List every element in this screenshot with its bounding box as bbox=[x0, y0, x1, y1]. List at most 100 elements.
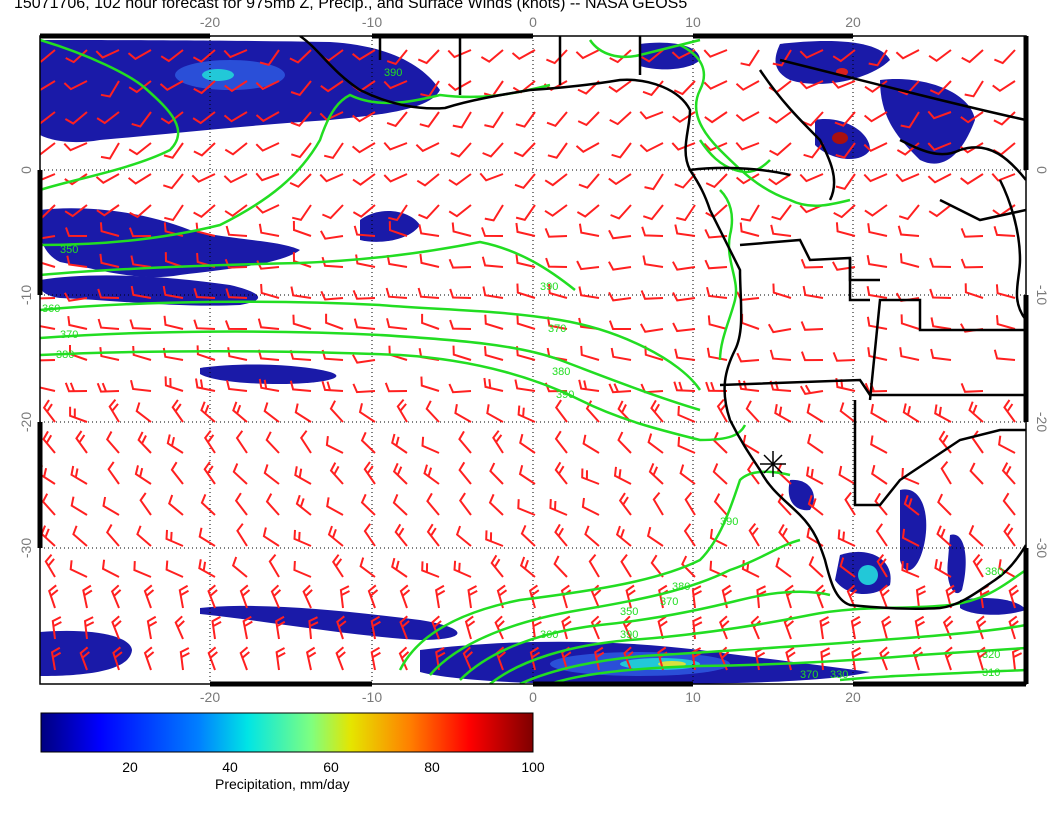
wind-barb bbox=[191, 173, 216, 183]
wind-barb bbox=[203, 430, 216, 454]
wind-barb bbox=[719, 615, 730, 640]
wind-barb bbox=[673, 80, 696, 96]
wind-barb bbox=[99, 346, 120, 361]
wind-barb bbox=[193, 288, 216, 299]
wind-barb bbox=[203, 461, 216, 485]
wind-barb bbox=[292, 314, 312, 330]
wind-barb bbox=[417, 49, 440, 65]
wind-barb bbox=[383, 141, 408, 151]
wind-barb bbox=[467, 585, 478, 609]
wind-barb bbox=[581, 468, 600, 485]
wind-barb bbox=[211, 616, 222, 640]
tick-label: 10 bbox=[685, 689, 701, 705]
wind-barb bbox=[483, 80, 504, 97]
wind-barb bbox=[447, 80, 472, 92]
wind-barb bbox=[435, 647, 446, 671]
wind-barb bbox=[108, 398, 120, 423]
wind-barb bbox=[993, 226, 1016, 237]
wind-barb bbox=[319, 173, 344, 183]
wind-barb bbox=[129, 204, 152, 219]
wind-barb bbox=[394, 523, 408, 547]
wind-barb bbox=[1002, 492, 1016, 516]
wind-barb bbox=[915, 585, 927, 609]
wind-barb bbox=[396, 398, 408, 423]
colorbar-tick: 40 bbox=[222, 759, 238, 775]
wind-barb bbox=[844, 491, 856, 516]
wind-barb bbox=[640, 49, 664, 63]
wind-barb bbox=[608, 80, 632, 93]
wind-barb bbox=[166, 434, 184, 454]
wind-barb bbox=[464, 615, 476, 640]
wind-barb bbox=[289, 49, 312, 64]
wind-barb bbox=[608, 383, 632, 394]
wind-barb bbox=[594, 646, 605, 671]
wind-barb bbox=[295, 494, 312, 516]
wind-barb bbox=[143, 584, 155, 609]
wind-barb bbox=[70, 496, 88, 516]
wind-barb bbox=[639, 142, 664, 153]
top-axis-labels: -20 -10 0 10 20 bbox=[200, 14, 861, 30]
wind-barb bbox=[391, 433, 408, 454]
wind-barb bbox=[934, 559, 952, 578]
wind-barb bbox=[671, 49, 696, 60]
tick-label: 0 bbox=[18, 166, 34, 174]
wind-barb bbox=[546, 316, 568, 330]
wind-barb bbox=[488, 493, 504, 516]
wind-barb bbox=[800, 351, 824, 362]
wind-barb bbox=[928, 49, 952, 63]
wind-barb bbox=[325, 435, 344, 454]
wind-barb bbox=[97, 318, 120, 330]
wind-barb bbox=[193, 142, 216, 157]
wind-barb bbox=[388, 221, 408, 237]
wind-barb bbox=[51, 616, 62, 640]
wind-barb bbox=[485, 530, 504, 547]
wind-barb bbox=[513, 142, 536, 158]
wind-barb bbox=[771, 204, 792, 221]
wind-barb bbox=[159, 80, 184, 92]
wind-barb bbox=[425, 400, 440, 423]
wind-barb bbox=[544, 204, 568, 217]
wind-barb bbox=[588, 553, 600, 578]
wind-barb bbox=[819, 616, 830, 640]
wind-barb bbox=[679, 464, 696, 485]
wind-barb bbox=[363, 523, 376, 547]
wind-barb bbox=[778, 524, 792, 547]
wind-barb bbox=[479, 172, 504, 182]
wind-barb bbox=[452, 111, 472, 129]
wind-barb bbox=[419, 253, 440, 268]
wind-barb bbox=[832, 49, 856, 63]
wind-barb bbox=[164, 204, 184, 222]
wind-barb bbox=[174, 615, 185, 640]
tick-label: 0 bbox=[529, 14, 537, 30]
wind-barb bbox=[352, 383, 376, 394]
wind-barb bbox=[292, 252, 312, 268]
wind-barb bbox=[934, 404, 952, 423]
wind-barb bbox=[807, 433, 824, 454]
wind-barb bbox=[735, 141, 760, 151]
wind-barb bbox=[448, 173, 472, 186]
wind-barb bbox=[615, 525, 632, 547]
wind-barb bbox=[392, 494, 408, 516]
wind-barb bbox=[42, 430, 56, 454]
wind-barb bbox=[879, 584, 890, 609]
wind-barb bbox=[421, 313, 440, 330]
wind-barb bbox=[835, 173, 856, 190]
wind-barb bbox=[69, 406, 88, 423]
wind-barb bbox=[162, 173, 184, 190]
wind-barb bbox=[420, 80, 440, 98]
wind-barb bbox=[590, 584, 602, 609]
wind-barb bbox=[519, 556, 536, 578]
contour-label: 360 bbox=[540, 629, 558, 641]
wind-barb bbox=[704, 259, 728, 270]
contour-label: 350 bbox=[620, 606, 638, 618]
wind-barb bbox=[320, 80, 344, 93]
wind-barb bbox=[741, 313, 760, 330]
colorbar-label: Precipitation, mm/day bbox=[215, 776, 350, 792]
wind-barb bbox=[160, 111, 184, 125]
wind-barb bbox=[40, 173, 56, 182]
wind-barb bbox=[735, 80, 760, 91]
wind-barb bbox=[275, 647, 286, 671]
wind-barb bbox=[617, 400, 632, 423]
wind-barb bbox=[416, 173, 440, 187]
wind-barb bbox=[224, 142, 248, 156]
